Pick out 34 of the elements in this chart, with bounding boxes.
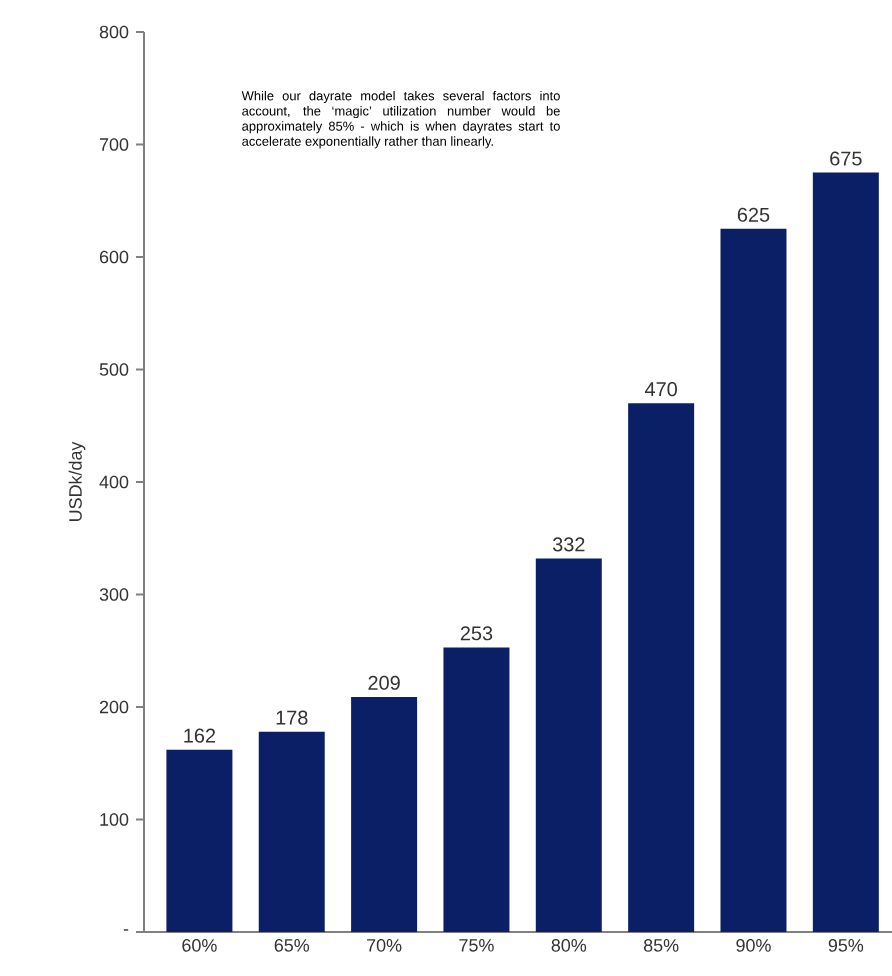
bar [628,403,695,932]
data-label: 625 [737,207,770,222]
bar [166,749,233,932]
bar [443,647,510,932]
x-tick-label: 60% [182,939,217,952]
y-tick-label: 800 [99,25,129,39]
data-label: 178 [276,710,308,725]
y-tick-label: 400 [99,475,129,489]
y-tick-label: 700 [99,138,129,151]
y-tick-label: 100 [100,813,129,826]
bar [812,172,879,932]
y-tick-label: 500 [99,363,129,376]
y-tick-label: 200 [99,700,129,714]
data-label: 675 [830,151,862,166]
x-tick-label: 65% [274,939,310,952]
x-tick-label: 80% [551,939,587,952]
data-label: 332 [552,537,585,552]
bar [720,228,787,932]
data-label: 209 [368,675,400,690]
y-tick-label: 300 [99,588,129,601]
y-axis-title: USDk/day [68,441,86,521]
x-tick-label: 75% [459,939,494,952]
bar [258,731,325,932]
y-tick-label: - [123,929,129,931]
x-tick-label: 95% [828,939,864,952]
x-tick-label: 90% [736,939,771,952]
data-label: 470 [644,382,677,397]
data-label: 162 [184,728,216,743]
data-label: 253 [460,626,493,641]
bar [351,696,418,932]
y-tick-label: 600 [99,250,129,264]
x-tick-label: 70% [367,939,402,952]
bar [535,558,602,932]
x-tick-label: 85% [643,939,679,952]
